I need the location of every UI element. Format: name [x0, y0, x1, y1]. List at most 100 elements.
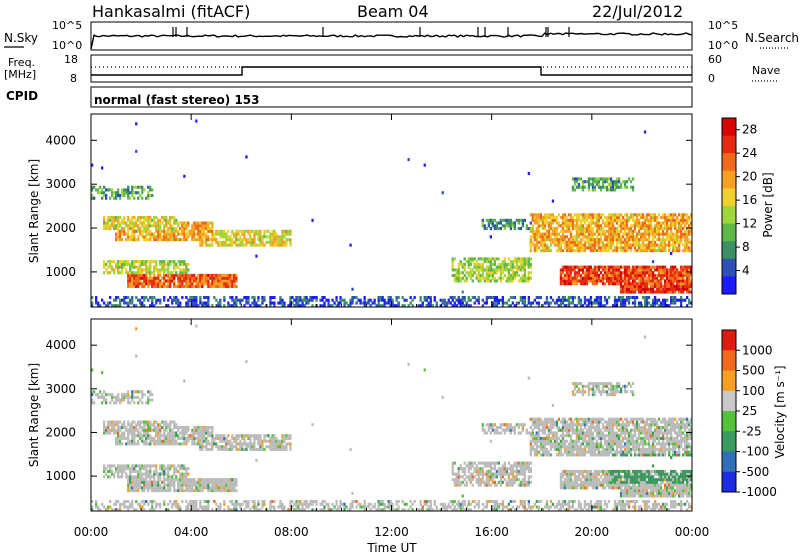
velocity-cell [267, 445, 270, 449]
power-cell [611, 216, 615, 220]
power-cell [135, 122, 138, 126]
velocity-cell [171, 420, 174, 424]
velocity-cell [169, 431, 172, 435]
power-cell [688, 282, 691, 286]
power-cell [571, 227, 575, 231]
power-cell [139, 298, 142, 302]
velocity-cell [195, 480, 198, 484]
power-cell [143, 273, 146, 277]
power-cell [557, 298, 561, 302]
power-cell [525, 279, 528, 283]
velocity-cell [179, 486, 182, 490]
power-cell [531, 301, 534, 305]
power-cell [511, 276, 514, 280]
power-cell [139, 273, 142, 277]
velocity-cell [143, 393, 146, 397]
power-cell [481, 276, 484, 280]
power-cell [631, 301, 635, 305]
velocity-cell [281, 439, 284, 443]
power-cell [643, 276, 647, 280]
power-cell [169, 216, 172, 220]
power-cell [688, 273, 691, 277]
power-cell [581, 268, 585, 272]
power-cell [489, 296, 492, 300]
power-cell [251, 301, 254, 305]
velocity-cell [259, 436, 262, 440]
velocity-cell [207, 442, 210, 446]
velocity-cell [355, 505, 358, 509]
power-cell [335, 296, 338, 300]
power-cell [668, 235, 671, 239]
power-cell [585, 235, 589, 239]
power-cell [513, 227, 516, 231]
power-cell [535, 243, 538, 247]
velocity-cell [141, 439, 144, 443]
power-cell [569, 238, 573, 242]
power-cell [595, 249, 599, 253]
power-cell [563, 240, 567, 244]
power-cell [617, 224, 621, 228]
power-cell [635, 268, 639, 272]
velocity-cell [233, 489, 236, 493]
power-cell [589, 243, 593, 247]
velocity-cell [351, 502, 354, 506]
velocity-cell [283, 434, 286, 438]
power-cell [527, 171, 530, 175]
power-cell [509, 218, 512, 222]
velocity-cell [271, 436, 274, 440]
velocity-cell [91, 390, 94, 394]
velocity-cell [227, 483, 230, 487]
velocity-cell [147, 483, 150, 487]
power-cell [653, 216, 657, 220]
velocity-cell [207, 508, 210, 512]
power-cell [521, 279, 524, 283]
power-cell [473, 296, 476, 300]
velocity-cell [171, 434, 174, 438]
velocity-cell [273, 505, 276, 509]
velocity-cell [419, 508, 422, 512]
velocity-cell [145, 472, 148, 476]
power-cell [305, 301, 308, 305]
power-cell [611, 232, 615, 236]
velocity-cell [289, 502, 292, 506]
power-cell [249, 238, 252, 242]
power-cell [163, 227, 166, 231]
velocity-cell [269, 502, 272, 506]
velocity-cell [237, 434, 240, 438]
power-cell [133, 282, 136, 286]
power-cell [670, 271, 673, 275]
velocity-cell [289, 436, 292, 440]
velocity-cell [161, 467, 164, 471]
power-cell [659, 227, 663, 231]
velocity-cell [327, 505, 330, 509]
velocity-cell [205, 442, 208, 446]
power-cell [321, 298, 324, 302]
cpid-label: CPID [6, 89, 38, 103]
power-cell [672, 284, 675, 288]
power-cell [211, 273, 214, 277]
velocity-cell [117, 439, 120, 443]
power-cell [235, 284, 238, 288]
power-cell [209, 229, 212, 233]
power-cell [619, 284, 623, 288]
velocity-cell [223, 434, 226, 438]
velocity-cell [247, 442, 250, 446]
power-cell [629, 287, 633, 291]
power-cell [635, 265, 639, 269]
power-cell [577, 296, 581, 300]
power-cell [235, 235, 238, 239]
power-cell [686, 282, 689, 286]
power-cell [571, 177, 575, 181]
power-cell [481, 273, 484, 277]
power-cell [653, 240, 657, 244]
power-cell [607, 246, 611, 250]
power-cell [205, 282, 208, 286]
power-cell [185, 224, 188, 228]
power-cell [611, 273, 615, 277]
power-cell [159, 298, 162, 302]
power-cell [545, 218, 549, 222]
velocity-cell [147, 434, 150, 438]
power-cell [607, 243, 611, 247]
power-cell [649, 218, 653, 222]
power-cell [423, 298, 426, 302]
